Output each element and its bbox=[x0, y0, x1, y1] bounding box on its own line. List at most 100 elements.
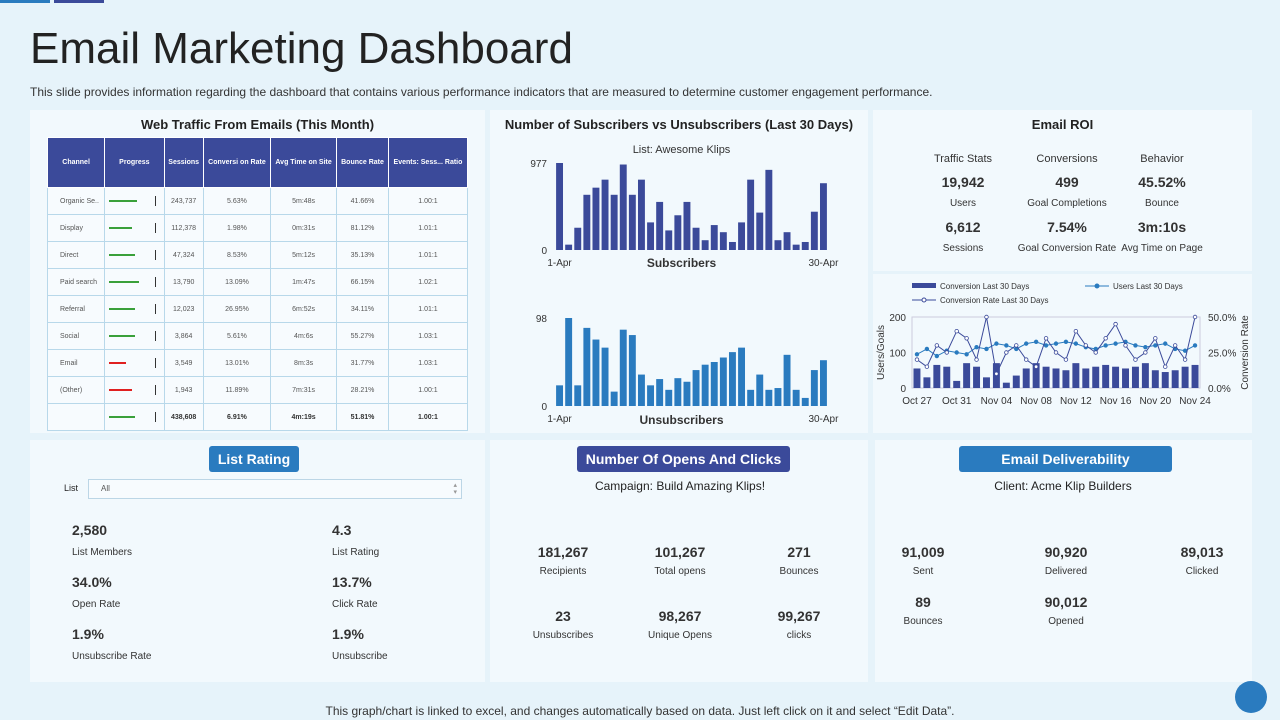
point bbox=[1123, 343, 1128, 348]
bar bbox=[1022, 368, 1030, 388]
x-tick-label: Nov 04 bbox=[981, 396, 1013, 407]
point bbox=[1043, 336, 1049, 341]
progress-target bbox=[155, 304, 157, 314]
panel-title: Web Traffic From Emails (This Month) bbox=[140, 117, 375, 132]
point bbox=[1182, 348, 1188, 353]
bar bbox=[1151, 370, 1159, 388]
point bbox=[1163, 341, 1168, 346]
filter-label: List bbox=[64, 483, 79, 493]
point bbox=[924, 364, 930, 369]
table-row: Referral 12,023 26.95% 6m:52s 34.11% 1.01:1 bbox=[46, 295, 469, 323]
bar bbox=[710, 362, 718, 406]
table-header: Bounce Rate bbox=[336, 137, 389, 188]
y-tick-label: 0 bbox=[541, 246, 547, 257]
bar bbox=[801, 241, 809, 250]
point bbox=[1033, 339, 1039, 345]
y2-axis-label: Conversion Rate bbox=[1240, 315, 1251, 390]
table-cell: 1,943 bbox=[163, 376, 204, 404]
bar bbox=[1171, 370, 1179, 388]
stat-value: 6,612 bbox=[945, 219, 981, 235]
stat-value: 499 bbox=[1055, 174, 1079, 190]
stat-value: 3m:10s bbox=[1137, 219, 1187, 235]
table-row: Display 112,378 1.98% 0m:31s 81.12% 1.01:1 bbox=[46, 214, 469, 242]
bar bbox=[819, 360, 827, 406]
table-row: Paid search 13,790 13.09% 1m:47s 66.15% 1.02:… bbox=[46, 268, 469, 296]
stat-label: Goal Conversion Rate bbox=[1017, 243, 1117, 254]
x-tick-label: Nov 16 bbox=[1100, 396, 1132, 407]
bar bbox=[923, 377, 931, 388]
table-cell: 5m:48s bbox=[270, 187, 338, 215]
bar bbox=[783, 232, 791, 250]
stat-value: 19,942 bbox=[941, 174, 985, 190]
y-tick-label: 50.0% bbox=[1208, 313, 1236, 324]
bar bbox=[1072, 363, 1080, 388]
bar bbox=[628, 194, 636, 250]
table-cell: 13.09% bbox=[202, 268, 272, 296]
table-total-row: 438,608 6.91% 4m:19s 51.81% 1.00:1 bbox=[46, 403, 469, 431]
point bbox=[1172, 343, 1178, 348]
bar bbox=[674, 378, 682, 406]
bar bbox=[692, 227, 700, 250]
progress bbox=[109, 412, 159, 422]
panel-title: Number Of Opens And Clicks bbox=[577, 446, 790, 472]
y-tick-label: 0 bbox=[541, 402, 547, 413]
table-cell: 26.95% bbox=[202, 295, 272, 323]
point bbox=[1083, 343, 1088, 348]
table-header: Avg Time on Site bbox=[270, 137, 338, 188]
bar bbox=[565, 244, 573, 250]
bar bbox=[728, 352, 736, 406]
point bbox=[1103, 343, 1108, 348]
x-tick-label: Nov 20 bbox=[1139, 396, 1171, 407]
dropdown-value: All bbox=[101, 484, 110, 493]
table-header-row: Channel Progress Sessions Conversi on Rate A… bbox=[46, 137, 469, 188]
bar bbox=[583, 194, 591, 250]
decor-circle bbox=[1235, 681, 1267, 713]
bar bbox=[810, 370, 818, 406]
legend-marker bbox=[1094, 283, 1100, 289]
table-cell: 11.89% bbox=[202, 376, 272, 404]
progress-target bbox=[155, 277, 157, 287]
bar bbox=[583, 327, 591, 406]
x-tick-label: Oct 27 bbox=[902, 396, 932, 407]
stat-label: Users bbox=[949, 198, 977, 209]
stat-value: 34.0% bbox=[72, 574, 112, 590]
dropdown[interactable]: All ▴ ▾ bbox=[88, 479, 462, 499]
stat-label: Click Rate bbox=[332, 599, 378, 610]
bar bbox=[943, 366, 951, 388]
table-cell bbox=[104, 376, 165, 404]
point bbox=[924, 346, 930, 352]
bar bbox=[565, 318, 573, 406]
table-cell: 1.00:1 bbox=[387, 187, 469, 215]
progress bbox=[109, 277, 159, 287]
table-cell: 41.66% bbox=[336, 187, 389, 215]
table-cell bbox=[46, 403, 106, 431]
stat-label: Delivered bbox=[1044, 566, 1088, 577]
bar bbox=[1191, 364, 1199, 388]
progress bbox=[109, 223, 159, 233]
table-cell: Email bbox=[46, 349, 106, 377]
y-tick-label: 98 bbox=[536, 314, 548, 325]
x-tick-label: 1-Apr bbox=[547, 258, 572, 269]
point bbox=[964, 336, 969, 341]
panel-title: Email Deliverability bbox=[959, 446, 1172, 472]
stat-value: 13.7% bbox=[332, 574, 372, 590]
table-cell: 5.63% bbox=[202, 187, 272, 215]
stat-label: Recipients bbox=[539, 566, 587, 577]
bar bbox=[728, 241, 736, 250]
point bbox=[1153, 336, 1158, 341]
panel-title: Email ROI bbox=[1031, 117, 1094, 132]
bar bbox=[619, 164, 627, 250]
table-cell: 12,023 bbox=[163, 295, 204, 323]
point bbox=[1043, 343, 1049, 348]
table-cell: 1.02:1 bbox=[387, 268, 469, 296]
bar bbox=[792, 389, 800, 406]
legend-marker bbox=[921, 297, 927, 303]
table-cell: 438,608 bbox=[163, 403, 204, 431]
stat-value: 91,009 bbox=[901, 544, 945, 560]
stat-value: 98,267 bbox=[658, 608, 702, 624]
stat-label: Unsubscribes bbox=[532, 630, 594, 641]
stat-value: 2,580 bbox=[72, 522, 108, 538]
x-axis-label: Unsubscribers bbox=[639, 413, 723, 427]
stat-value: 89,013 bbox=[1180, 544, 1224, 560]
